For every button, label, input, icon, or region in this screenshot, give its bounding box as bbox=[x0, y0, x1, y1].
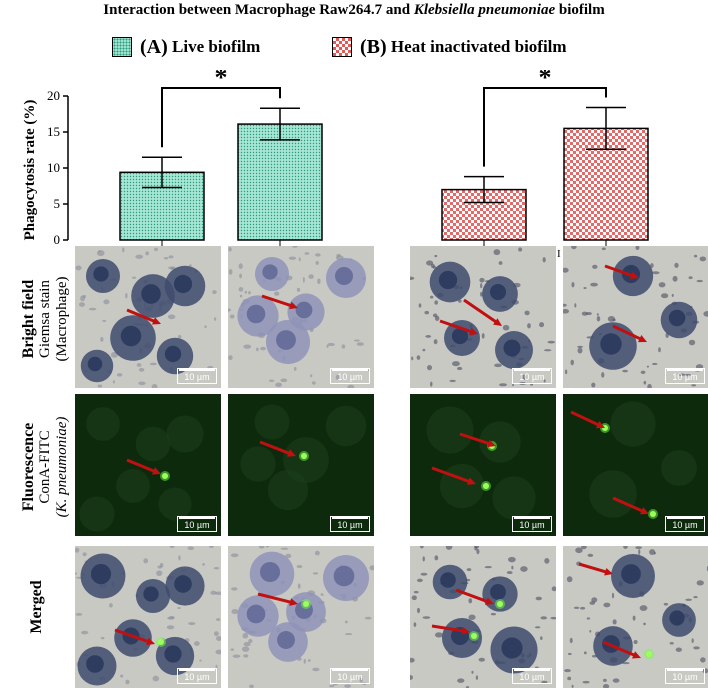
scale-bar-label: 10 µm bbox=[184, 520, 210, 530]
scale-bar-label: 10 µm bbox=[519, 372, 545, 382]
micrograph-panel: 10 µm bbox=[75, 246, 221, 388]
figure-title: Interaction between Macrophage Raw264.7 … bbox=[103, 2, 605, 18]
scale-bar-label: 10 µm bbox=[519, 672, 545, 682]
scale-bar-frame bbox=[512, 668, 552, 684]
significance-star-1: * bbox=[539, 70, 552, 92]
scale-bar: 10 µm bbox=[667, 669, 703, 682]
micrograph-image bbox=[228, 546, 374, 688]
legend-marker-a: (A) bbox=[140, 35, 168, 58]
scale-bar-label: 10 µm bbox=[337, 672, 363, 682]
legend-item-live: (A) Live biofilm bbox=[112, 36, 260, 58]
scale-bar-label: 10 µm bbox=[672, 672, 698, 682]
scale-bar-line bbox=[179, 369, 215, 371]
scale-bar-label: 10 µm bbox=[184, 672, 210, 682]
row-label-fluorescence: Fluorescence ConA-FITC (K. pneumoniae) bbox=[20, 416, 70, 518]
micrograph-panel: 10 µm bbox=[563, 246, 708, 388]
row-label-bright-field: Bright field Giemsa stain (Macrophage) bbox=[20, 276, 70, 362]
micrograph-panel: 10 µm bbox=[75, 394, 221, 536]
scale-bar: 10 µm bbox=[667, 369, 703, 382]
micrograph-panel: 10 µm bbox=[410, 246, 556, 388]
micrograph-panel: 10 µm bbox=[75, 546, 221, 688]
legend-item-heat: (B) Heat inactivated biofilm bbox=[332, 36, 567, 58]
scale-bar: 10 µm bbox=[332, 369, 368, 382]
micrograph-image bbox=[563, 394, 708, 536]
scale-bar: 10 µm bbox=[179, 669, 215, 682]
row-label-merged: Merged bbox=[28, 580, 45, 634]
significance-bracket-1 bbox=[483, 87, 607, 167]
micrograph-image bbox=[228, 246, 374, 388]
scale-bar-frame bbox=[330, 368, 370, 384]
scale-bar: 10 µm bbox=[514, 369, 550, 382]
scale-bar-line bbox=[514, 369, 550, 371]
micrograph-panel: 10 µm bbox=[228, 246, 374, 388]
scale-bar: 10 µm bbox=[179, 517, 215, 530]
micrograph-image bbox=[75, 394, 221, 536]
micrograph-image bbox=[228, 394, 374, 536]
scale-bar-frame bbox=[512, 516, 552, 532]
micrograph-panel: 10 µm bbox=[228, 546, 374, 688]
bar-0-1 bbox=[237, 123, 323, 241]
scale-bar-frame bbox=[177, 516, 217, 532]
y-tick-label-3: 15 bbox=[47, 124, 60, 139]
micrograph-image bbox=[563, 546, 708, 688]
scale-bar-label: 10 µm bbox=[672, 372, 698, 382]
scale-bar-frame bbox=[330, 668, 370, 684]
scale-bar-frame bbox=[665, 516, 705, 532]
scale-bar-label: 10 µm bbox=[337, 372, 363, 382]
scale-bar-line bbox=[667, 517, 703, 519]
micrograph-image bbox=[410, 246, 556, 388]
scale-bar: 10 µm bbox=[332, 669, 368, 682]
micrograph-panel: 10 µm bbox=[410, 394, 556, 536]
scale-bar-label: 10 µm bbox=[519, 520, 545, 530]
micrograph-panel: 10 µm bbox=[563, 546, 708, 688]
y-tick-label-1: 5 bbox=[54, 196, 61, 211]
scale-bar: 10 µm bbox=[332, 517, 368, 530]
scale-bar-line bbox=[179, 517, 215, 519]
scale-bar: 10 µm bbox=[514, 517, 550, 530]
micrograph-panel: 10 µm bbox=[228, 394, 374, 536]
legend-marker-b: (B) bbox=[360, 35, 387, 58]
scale-bar-frame bbox=[177, 668, 217, 684]
scale-bar: 10 µm bbox=[514, 669, 550, 682]
scale-bar: 10 µm bbox=[667, 517, 703, 530]
scale-bar-frame bbox=[665, 368, 705, 384]
micrograph-panel: 10 µm bbox=[410, 546, 556, 688]
y-tick-label-0: 0 bbox=[54, 232, 61, 246]
scale-bar-frame bbox=[330, 516, 370, 532]
micrograph-image bbox=[410, 394, 556, 536]
significance-star-0: * bbox=[215, 70, 228, 92]
y-tick-label-4: 20 bbox=[47, 88, 60, 103]
title-species: Klebsiella pneumoniae bbox=[413, 2, 556, 18]
scale-bar-frame bbox=[665, 668, 705, 684]
scale-bar-line bbox=[332, 517, 368, 519]
scale-bar-label: 10 µm bbox=[184, 372, 210, 382]
legend-label-live: Live biofilm bbox=[167, 37, 261, 56]
micrograph-image bbox=[75, 546, 221, 688]
scale-bar-line bbox=[514, 669, 550, 671]
scale-bar-line bbox=[667, 669, 703, 671]
bar-chart: 0 5 10 15 20 Phagocytosis rate (%) * * bbox=[22, 70, 649, 246]
y-axis-label: Phagocytosis rate (%) bbox=[22, 100, 38, 241]
legend-label-heat: Heat inactivated biofilm bbox=[386, 37, 567, 56]
micrograph-panel: 10 µm bbox=[563, 394, 708, 536]
y-tick-label-2: 10 bbox=[47, 160, 60, 175]
scale-bar-line bbox=[667, 369, 703, 371]
micrograph-image bbox=[563, 246, 708, 388]
scale-bar-frame bbox=[177, 368, 217, 384]
stray-mark-2: I bbox=[557, 248, 561, 260]
scale-bar-label: 10 µm bbox=[672, 520, 698, 530]
scale-bar-frame bbox=[512, 368, 552, 384]
legend-swatch-live bbox=[112, 37, 132, 57]
scale-bar-label: 10 µm bbox=[337, 520, 363, 530]
significance-bracket-0 bbox=[161, 87, 281, 148]
scale-bar-line bbox=[514, 517, 550, 519]
legend-swatch-heat bbox=[332, 37, 352, 57]
scale-bar-line bbox=[332, 369, 368, 371]
micrograph-image bbox=[410, 546, 556, 688]
scale-bar-line bbox=[179, 669, 215, 671]
scale-bar-line bbox=[332, 669, 368, 671]
scale-bar: 10 µm bbox=[179, 369, 215, 382]
micrograph-image bbox=[75, 246, 221, 388]
